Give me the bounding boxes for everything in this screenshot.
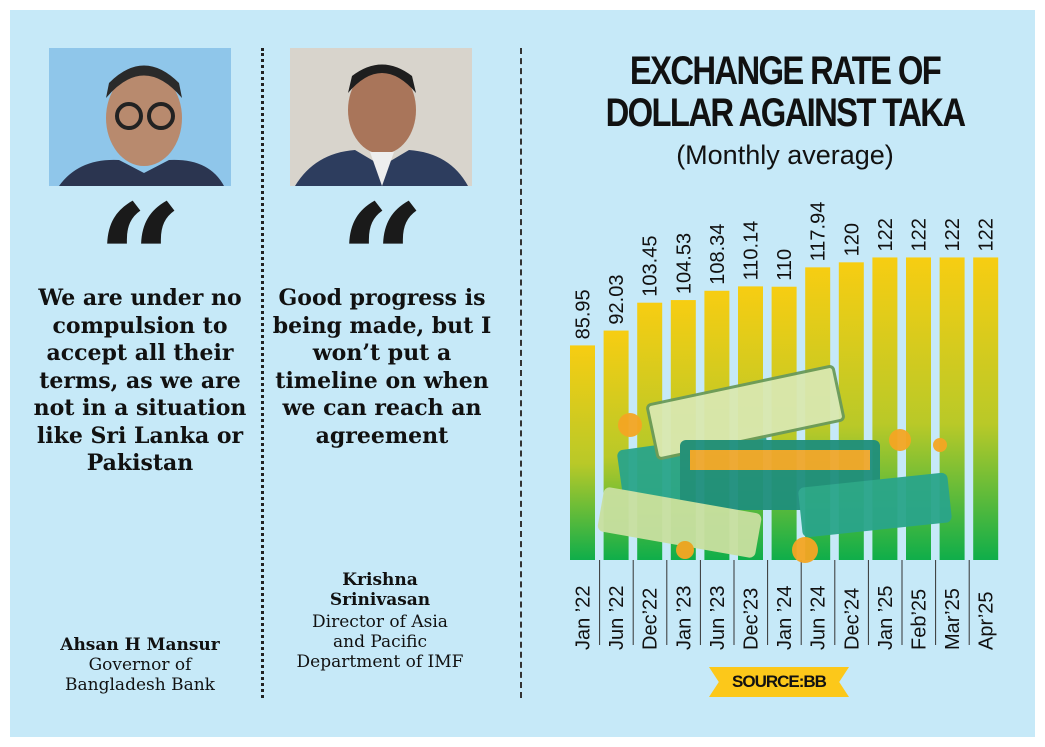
data-label: 122 — [942, 218, 964, 251]
category-label: Jan ’23 — [673, 586, 695, 651]
bar — [570, 345, 595, 560]
chart-title: EXCHANGE RATE OF DOLLAR AGAINST TAKA — [605, 49, 966, 135]
data-label: 104.53 — [673, 233, 695, 294]
chart-subtitle: (Monthly average) — [676, 140, 894, 170]
data-label: 92.03 — [606, 275, 628, 325]
column-divider — [261, 48, 264, 698]
data-label: 110 — [774, 249, 796, 281]
data-label: 122 — [875, 218, 897, 251]
category-label: Dec’22 — [640, 588, 662, 650]
data-label: 110.14 — [741, 221, 763, 281]
category-label: Jun ’23 — [707, 586, 729, 651]
data-label: 120 — [841, 223, 863, 256]
category-label: Jan ’22 — [573, 586, 595, 651]
speaker-name-srinivasan: Krishna Srinivasan — [329, 570, 431, 610]
data-label: 108.34 — [707, 224, 729, 285]
money-illustration — [597, 365, 952, 563]
category-label: Dec’23 — [741, 588, 763, 650]
category-label: Jun ’24 — [808, 586, 830, 651]
category-label: Dec’24 — [841, 588, 863, 650]
data-label: 85.95 — [573, 289, 595, 339]
data-label: 117.94 — [808, 202, 830, 262]
category-label: Jan ’24 — [774, 586, 796, 651]
category-label: Apr’25 — [976, 591, 998, 650]
speaker-role-mansur: Governor of Bangladesh Bank — [65, 655, 215, 695]
quote-text-srinivasan: Good progress is being made, but I won’t… — [272, 285, 492, 449]
category-label: Feb’25 — [909, 589, 931, 650]
data-label: 103.45 — [640, 236, 662, 297]
column-divider — [520, 48, 522, 698]
photo-ahsan-h-mansur — [49, 48, 231, 186]
quote-mark-icon: “ — [96, 185, 184, 275]
source-ribbon: SOURCE:BB — [709, 667, 849, 697]
category-label: Jun ’22 — [606, 586, 628, 651]
speaker-role-srinivasan: Director of Asia and Pacific Department … — [296, 612, 464, 672]
quote-mark-icon: “ — [338, 185, 426, 275]
photo-krishna-srinivasan — [290, 48, 472, 186]
speaker-name-mansur: Ahsan H Mansur — [60, 635, 220, 655]
data-label: 122 — [909, 218, 931, 251]
quote-text-mansur: We are under no compulsion to accept all… — [33, 285, 247, 476]
bar — [973, 257, 999, 560]
category-label: Jan ’25 — [875, 586, 897, 651]
data-label: 122 — [976, 218, 998, 251]
category-label: Mar’25 — [942, 588, 964, 650]
